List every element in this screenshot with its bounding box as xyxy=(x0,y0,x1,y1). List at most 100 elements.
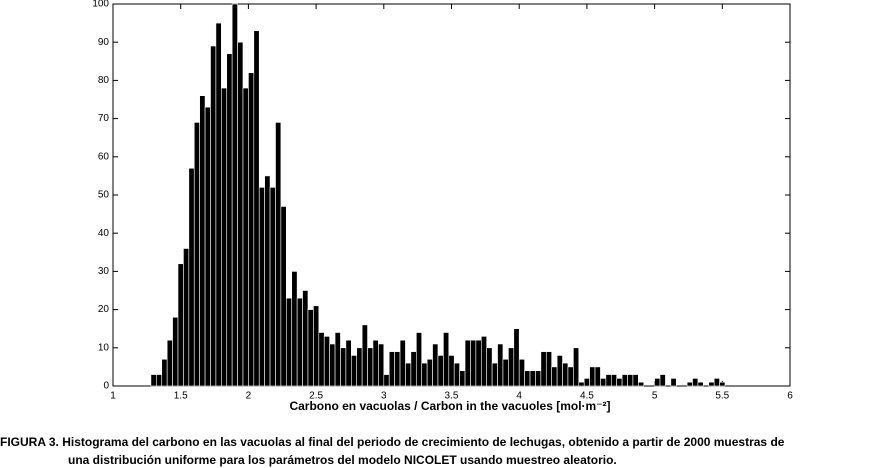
bar xyxy=(226,53,233,387)
bar xyxy=(237,41,244,387)
bar xyxy=(204,106,211,387)
x-tick-label: 2.5 xyxy=(309,391,323,402)
bar xyxy=(708,381,715,387)
y-tick-label: 70 xyxy=(98,113,110,124)
bar xyxy=(421,362,428,387)
y-tick-label: 80 xyxy=(98,75,110,86)
bar xyxy=(497,343,504,387)
bar xyxy=(638,381,645,387)
bar xyxy=(535,370,542,387)
bar xyxy=(172,316,179,387)
bar xyxy=(334,332,341,387)
bar xyxy=(286,297,293,387)
bar xyxy=(329,343,336,387)
bar xyxy=(464,339,471,387)
bar xyxy=(480,336,488,387)
bar xyxy=(540,351,547,387)
bar xyxy=(323,336,330,387)
bar xyxy=(399,339,406,387)
x-tick-label: 1.5 xyxy=(174,391,188,402)
x-axis-label: Carbono en vacuolas / Carbon in the vacu… xyxy=(289,399,610,413)
y-tick-label: 10 xyxy=(98,342,110,353)
x-tick-label: 3.5 xyxy=(445,391,459,402)
bar xyxy=(448,355,455,387)
bar xyxy=(302,290,309,387)
bar xyxy=(610,374,617,387)
y-tick-label: 50 xyxy=(98,190,110,201)
bar xyxy=(291,271,298,387)
bar xyxy=(388,351,395,387)
caption-line: FIGURA 3. Histograma del carbono en las … xyxy=(0,435,785,449)
bar xyxy=(356,347,363,387)
y-tick-label: 100 xyxy=(92,0,109,10)
bar xyxy=(199,95,206,387)
bar xyxy=(156,374,163,387)
x-tick-label: 4 xyxy=(516,391,522,402)
bar xyxy=(551,366,558,387)
bar xyxy=(394,351,401,387)
bar xyxy=(600,378,607,387)
bar xyxy=(437,355,444,387)
bar xyxy=(253,30,260,387)
bar xyxy=(221,87,228,387)
bar xyxy=(562,362,569,387)
bar xyxy=(616,378,623,387)
bar xyxy=(432,343,439,387)
bar xyxy=(383,374,390,387)
bar xyxy=(177,263,184,387)
bar xyxy=(361,324,368,387)
bar xyxy=(313,305,320,387)
x-tick-label: 5.5 xyxy=(715,391,729,402)
bar xyxy=(589,366,596,387)
bar xyxy=(183,248,190,387)
bar xyxy=(470,339,477,387)
x-tick-label: 5 xyxy=(652,391,658,402)
bar xyxy=(529,370,536,387)
bar xyxy=(367,347,374,387)
bar xyxy=(410,351,417,387)
bar xyxy=(567,366,574,387)
bar xyxy=(351,355,358,387)
y-tick-label: 60 xyxy=(98,151,110,162)
bar xyxy=(513,328,520,387)
bar xyxy=(502,358,509,387)
bar xyxy=(508,347,515,387)
bar xyxy=(318,332,325,387)
x-tick-label: 1 xyxy=(110,391,116,402)
bar xyxy=(443,332,450,387)
bar xyxy=(475,339,482,387)
bar xyxy=(692,378,699,387)
bar xyxy=(659,374,666,387)
bar xyxy=(280,206,287,387)
y-tick-label: 30 xyxy=(98,266,110,277)
bar xyxy=(231,3,238,387)
x-tick-label: 2 xyxy=(246,391,252,402)
bar xyxy=(697,381,704,387)
bar xyxy=(166,339,173,387)
bar xyxy=(578,381,585,387)
bar xyxy=(345,339,352,387)
bar xyxy=(296,297,303,387)
bar xyxy=(193,122,200,387)
bar xyxy=(275,122,282,387)
x-tick-label: 6 xyxy=(787,391,793,402)
bar xyxy=(621,374,628,387)
bar xyxy=(654,378,661,387)
bar xyxy=(524,370,531,387)
bar xyxy=(670,378,677,387)
bar xyxy=(583,378,590,387)
bar xyxy=(573,347,580,387)
bar xyxy=(215,22,222,387)
bar xyxy=(686,381,693,387)
bar xyxy=(372,339,379,387)
x-tick-label: 4.5 xyxy=(580,391,594,402)
bar xyxy=(248,72,255,387)
bar xyxy=(453,362,460,387)
bar xyxy=(627,374,634,387)
bar xyxy=(161,358,168,387)
bar xyxy=(258,187,265,387)
bar xyxy=(264,175,271,387)
bar xyxy=(150,374,157,387)
bar xyxy=(415,332,423,387)
